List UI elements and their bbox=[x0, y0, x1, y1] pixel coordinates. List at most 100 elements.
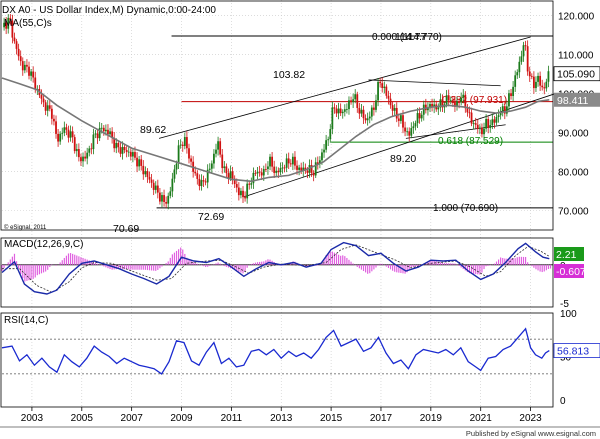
candle-body bbox=[528, 71, 531, 77]
x-tick-label: 2015 bbox=[320, 413, 343, 424]
candle-body bbox=[134, 152, 136, 158]
candle-body bbox=[96, 133, 99, 139]
candle-body bbox=[545, 81, 548, 89]
panel-frame bbox=[0, 0, 554, 231]
candle-body bbox=[404, 127, 406, 132]
candle-body bbox=[190, 158, 192, 162]
x-tick-label: 2003 bbox=[21, 413, 44, 424]
rsi-panel bbox=[1, 327, 553, 375]
candle-body bbox=[512, 86, 515, 97]
candle-body bbox=[98, 127, 101, 139]
candle-body bbox=[169, 191, 172, 196]
candle-body bbox=[483, 128, 485, 135]
candle-body bbox=[40, 95, 43, 99]
candle-body bbox=[345, 109, 348, 110]
candle-body bbox=[414, 123, 417, 127]
candle-body bbox=[175, 163, 178, 170]
candle-body bbox=[19, 56, 22, 62]
candle-body bbox=[277, 170, 280, 173]
candle-body bbox=[152, 182, 155, 190]
candle-body bbox=[499, 111, 502, 116]
price-tick-label: 80.000 bbox=[558, 168, 589, 179]
candle-body bbox=[310, 165, 313, 173]
candle-body bbox=[389, 98, 392, 106]
esignal-credit: © eSignal, 2011 bbox=[4, 224, 47, 231]
candle-body bbox=[468, 112, 471, 114]
candle-body bbox=[273, 166, 276, 173]
candle-body bbox=[489, 125, 492, 128]
candle-body bbox=[300, 167, 303, 171]
candle-body bbox=[348, 100, 350, 110]
candle-body bbox=[121, 146, 124, 154]
candle-body bbox=[283, 167, 286, 169]
candle-body bbox=[397, 118, 400, 121]
candle-body bbox=[73, 137, 76, 152]
candle-body bbox=[206, 169, 209, 183]
candle-body bbox=[343, 109, 346, 112]
candle-body bbox=[90, 148, 93, 150]
candle-body bbox=[329, 129, 332, 140]
candle-body bbox=[323, 149, 325, 153]
price-annotation: 89.62 bbox=[140, 124, 166, 136]
candle-body bbox=[356, 94, 359, 108]
x-tick-label: 2013 bbox=[270, 413, 293, 424]
rsi-tick-label: 100 bbox=[560, 309, 577, 320]
candle-body bbox=[163, 195, 165, 202]
candle-body bbox=[518, 61, 521, 73]
candle-body bbox=[44, 102, 47, 111]
ma-legend-label: MA(55,C)s bbox=[4, 18, 52, 29]
candle-body bbox=[327, 139, 330, 141]
candle-body bbox=[71, 131, 74, 138]
candle-body bbox=[487, 118, 490, 128]
last-price-value: 105.090 bbox=[557, 69, 595, 81]
x-tick-label: 2017 bbox=[370, 413, 393, 424]
candle-body bbox=[375, 100, 377, 110]
candle-body bbox=[186, 137, 188, 149]
candle-body bbox=[142, 165, 145, 175]
candle-body bbox=[271, 156, 273, 167]
rsi-value-text: 56.813 bbox=[557, 346, 589, 358]
candle-body bbox=[287, 158, 290, 164]
candle-body bbox=[57, 133, 59, 142]
candle-body bbox=[80, 157, 82, 162]
candle-body bbox=[154, 185, 157, 190]
candle-body bbox=[100, 127, 103, 129]
candle-body bbox=[84, 156, 87, 159]
candle-body bbox=[381, 83, 384, 88]
candle-body bbox=[449, 100, 452, 101]
candle-body bbox=[82, 156, 84, 162]
candle-body bbox=[460, 97, 463, 103]
candle-body bbox=[491, 119, 494, 126]
candle-body bbox=[385, 86, 388, 96]
macd-tick-label: -5 bbox=[560, 299, 569, 310]
candle-body bbox=[314, 162, 317, 176]
x-tick-label: 2009 bbox=[170, 413, 193, 424]
candle-body bbox=[237, 187, 240, 196]
candle-body bbox=[194, 171, 197, 174]
candle-body bbox=[524, 45, 527, 47]
candle-body bbox=[250, 183, 253, 185]
candle-body bbox=[61, 132, 64, 134]
candle-body bbox=[470, 112, 473, 124]
candle-body bbox=[447, 95, 450, 101]
macd-label: MACD(12,26,9,C) bbox=[4, 239, 83, 250]
candle-body bbox=[412, 126, 415, 129]
price-tick-label: 110.000 bbox=[558, 51, 594, 62]
candle-body bbox=[75, 149, 78, 152]
candle-body bbox=[53, 118, 55, 122]
candle-body bbox=[119, 147, 122, 154]
candle-body bbox=[431, 103, 433, 108]
candle-body bbox=[225, 166, 228, 174]
macd-panel bbox=[1, 241, 553, 295]
candle-body bbox=[231, 171, 234, 179]
candle-body bbox=[445, 95, 448, 105]
candle-body bbox=[352, 99, 355, 103]
fib-level-label: 0.618 (87.529) bbox=[438, 136, 503, 147]
candle-body bbox=[451, 100, 454, 102]
last-price-tag bbox=[553, 66, 600, 82]
candle-body bbox=[13, 37, 16, 42]
price-annotation: 114.77 bbox=[395, 31, 426, 43]
candle-body bbox=[177, 145, 180, 164]
candle-body bbox=[298, 167, 301, 170]
candle-body bbox=[296, 165, 298, 170]
